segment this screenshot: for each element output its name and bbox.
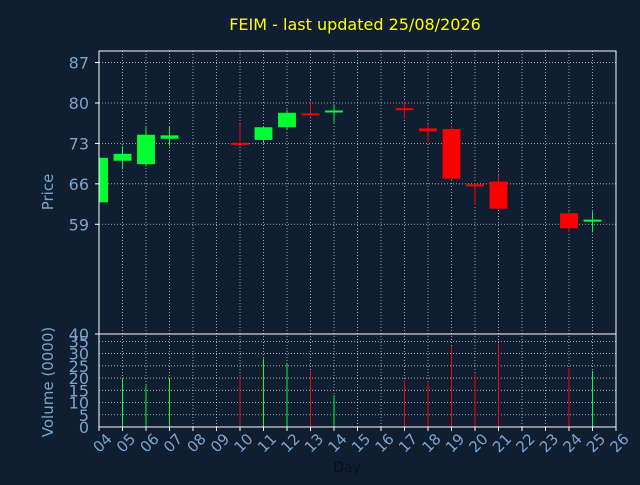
volume-axis-label: Volume (0000) [39, 327, 57, 437]
candle-body [160, 135, 179, 139]
price-axis-label: Price [39, 174, 57, 211]
candle-body [325, 110, 343, 113]
candle-body [489, 181, 508, 209]
candle-body [301, 113, 320, 116]
volume-tick-label: 35 [69, 332, 89, 351]
price-tick-label: 80 [69, 94, 89, 113]
x-axis-label: Day [333, 460, 361, 476]
candle-body [137, 134, 155, 165]
candle-body [99, 157, 108, 203]
price-tick-label: 73 [69, 134, 89, 153]
candle-body [442, 128, 461, 179]
price-tick-label: 40 [69, 325, 89, 344]
price-tick-label: 66 [69, 175, 89, 194]
candle-body [231, 142, 249, 145]
candle-body [278, 112, 296, 128]
candle-body [419, 128, 437, 132]
volume-tick-label: 0 [79, 418, 89, 437]
candle-layer [98, 100, 602, 233]
price-tick-label: 59 [69, 215, 89, 234]
chart-title: FEIM - last updated 25/08/2026 [229, 15, 481, 34]
volume-tick-label: 15 [69, 381, 89, 400]
volume-tick-label: 5 [79, 406, 89, 425]
volume-tick-label: 10 [69, 394, 89, 413]
candle-body [466, 184, 484, 187]
candle-body [113, 153, 132, 161]
volume-tick-label: 30 [69, 345, 89, 364]
candle-body [560, 213, 578, 229]
candle-body [583, 219, 602, 222]
candle-body [254, 127, 273, 140]
candle-body [395, 108, 414, 111]
grid-layer [98, 51, 617, 427]
price-tick-label: 87 [69, 54, 89, 73]
volume-layer [122, 343, 593, 427]
volume-tick-label: 20 [69, 369, 89, 388]
volume-tick-label: 25 [69, 357, 89, 376]
